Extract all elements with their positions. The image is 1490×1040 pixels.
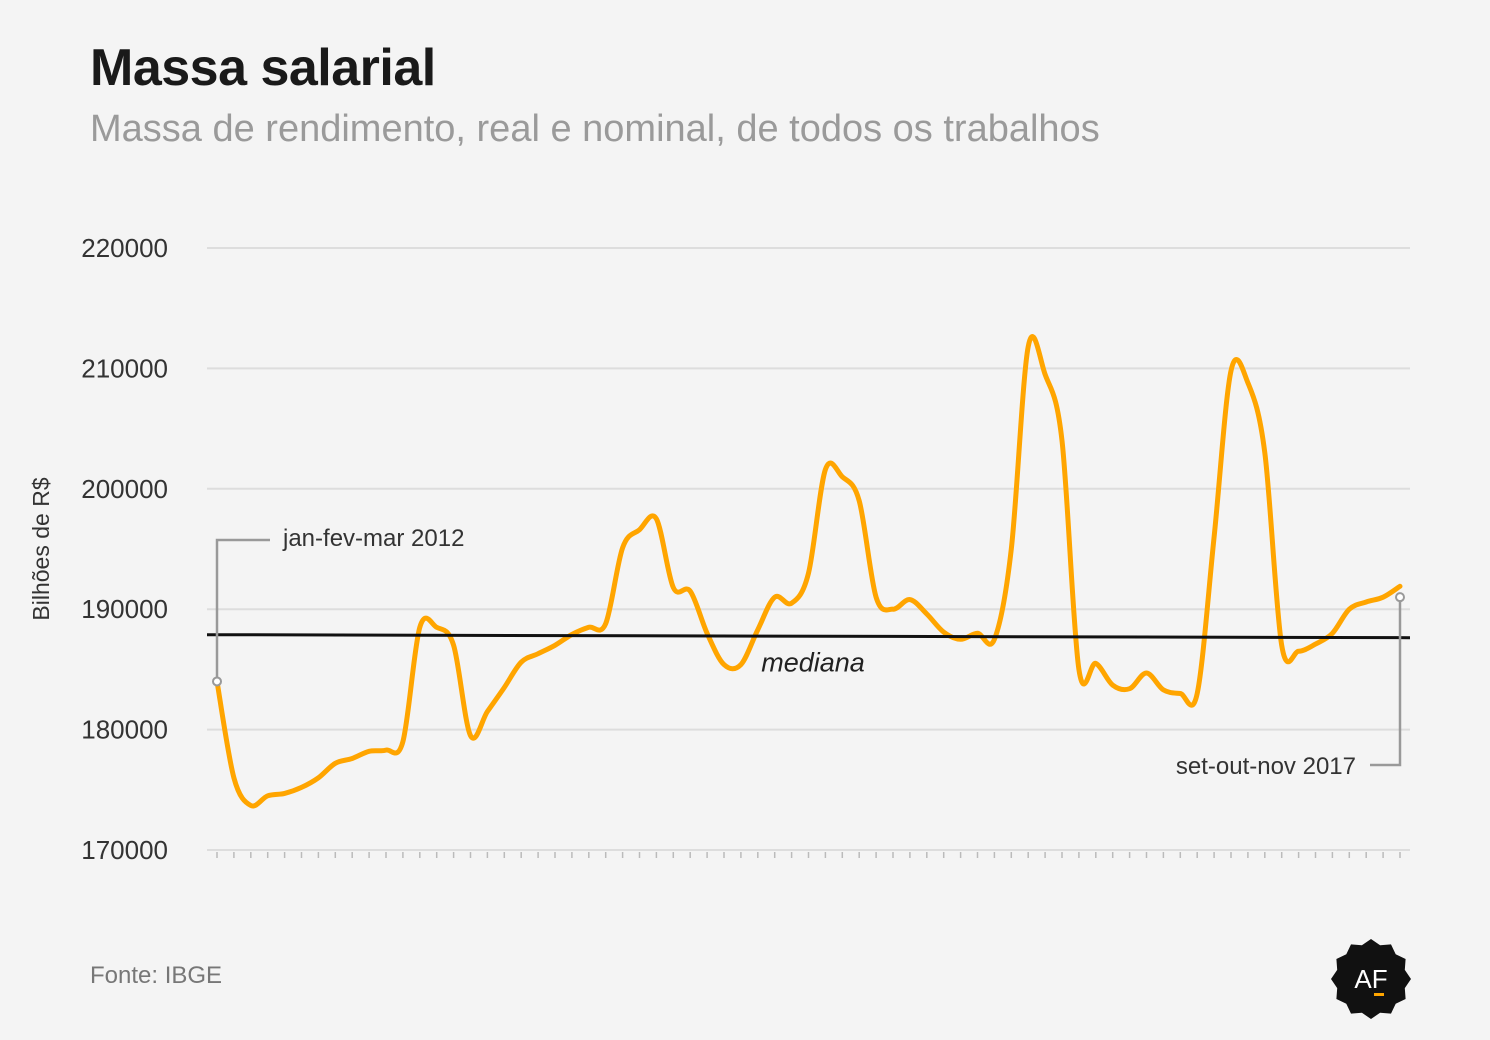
- median-line: [206, 633, 1411, 640]
- annotation-end-label: set-out-nov 2017: [1176, 753, 1356, 780]
- annotation-start-leader: [215, 538, 270, 678]
- source-note: Fonte: IBGE: [90, 962, 223, 989]
- annotation-start-label: jan-fev-mar 2012: [282, 525, 464, 552]
- y-tick-label: 170000: [81, 835, 168, 865]
- chart-title: Massa salarial: [90, 39, 436, 97]
- y-tick-label: 180000: [81, 715, 168, 745]
- series-line: [214, 334, 1403, 809]
- y-tick-label: 190000: [81, 594, 168, 624]
- y-axis-label: Bilhões de R$: [28, 477, 54, 620]
- y-tick-label: 200000: [81, 474, 168, 504]
- annotation-end-leader: [1370, 601, 1402, 767]
- af-logo-icon: AF: [1331, 939, 1411, 1019]
- logo-text: AF: [1354, 964, 1387, 994]
- logo-accent: [1374, 993, 1384, 996]
- y-tick-label: 210000: [81, 353, 168, 383]
- chart-subtitle: Massa de rendimento, real e nominal, de …: [90, 108, 1100, 150]
- annotation-start-dot: [212, 676, 222, 687]
- annotation-end-dot: [1395, 592, 1405, 603]
- y-tick-label: 220000: [81, 233, 168, 263]
- median-label: mediana: [761, 648, 865, 678]
